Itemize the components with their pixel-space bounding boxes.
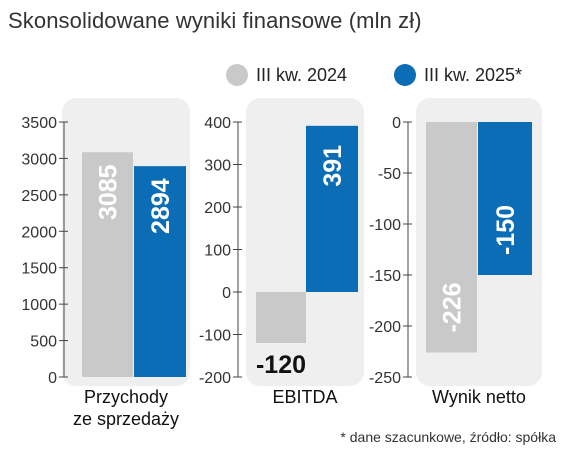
y-tick-label-3: -50 [378,166,401,183]
y-tick-label-1: 0 [48,370,57,387]
bar-value-label-2-1: -120 [256,351,306,379]
y-tick-label-1: 3000 [21,151,57,168]
bar-value-label-1-1: 3085 [95,164,123,220]
category-label-1: ze sprzedaży [73,409,179,429]
y-tick-label-2: 300 [204,158,231,175]
bar-3-series-1 [426,122,477,353]
y-tick-label-3: 0 [392,115,401,132]
category-label-1: Przychody [84,387,168,407]
y-tick-label-2: 400 [204,115,231,132]
bar-2-series-2 [306,125,358,292]
y-tick-label-3: -250 [369,370,401,387]
legend-item-series-b: III kw. 2025* [394,62,522,88]
y-tick-label-2: 200 [204,200,231,217]
y-tick-label-1: 2500 [21,188,57,205]
chart-title: Skonsolidowane wyniki finansowe (mln zł) [8,8,422,33]
legend-swatch-series-a [226,64,248,86]
source-note: * dane szacunkowe, źródło: spółka [340,429,556,445]
legend-label-series-b: III kw. 2025* [424,64,523,85]
y-tick-label-3: -100 [369,217,401,234]
y-tick-label-2: 0 [222,285,231,302]
y-tick-label-2: -200 [199,370,231,387]
legend-label-series-a: III kw. 2024 [256,64,348,85]
y-tick-label-1: 1000 [21,297,57,314]
bar-value-label-3-1: -226 [439,282,467,332]
y-tick-label-2: -100 [199,328,231,345]
bar-3-series-2 [478,122,532,275]
bar-value-label-3-2: -150 [492,205,520,255]
bar-2-series-1 [256,292,306,343]
y-tick-label-3: -150 [369,268,401,285]
y-tick-label-1: 2000 [21,224,57,241]
legend-swatch-series-b [394,64,416,86]
category-label-2: EBITDA [272,387,337,407]
category-label-3: Wynik netto [432,387,526,407]
bar-value-label-1-2: 2894 [147,178,175,234]
y-tick-label-1: 500 [30,334,57,351]
bar-1-series-2 [134,166,186,377]
legend-item-series-a: III kw. 2024 [226,62,347,88]
y-tick-label-1: 3500 [21,115,57,132]
bar-value-label-2-2: 391 [319,145,347,187]
y-tick-label-1: 1500 [21,261,57,278]
y-tick-label-3: -200 [369,319,401,336]
y-tick-label-2: 100 [204,243,231,260]
bar-1-series-1 [82,152,133,377]
